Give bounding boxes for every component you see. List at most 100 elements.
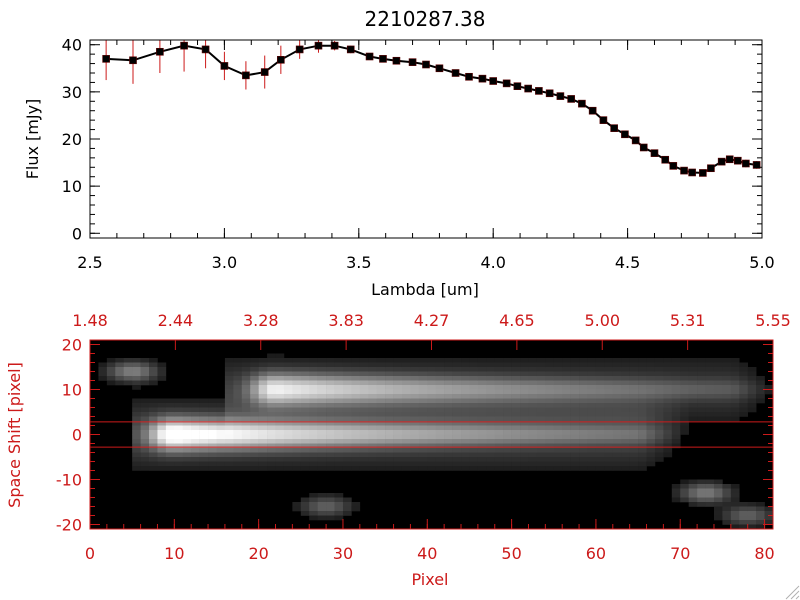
image-pixel xyxy=(132,380,141,386)
image-pixel xyxy=(469,385,479,390)
image-pixel xyxy=(477,376,487,381)
image-pixel xyxy=(182,457,192,462)
image-pixel xyxy=(612,367,622,372)
image-pixel xyxy=(427,430,437,435)
image-pixel xyxy=(545,439,555,444)
image-pixel xyxy=(401,416,411,422)
image-pixel xyxy=(461,430,470,435)
image-pixel xyxy=(520,376,529,381)
image-pixel xyxy=(579,403,588,408)
image-pixel xyxy=(680,488,689,494)
image-pixel xyxy=(342,502,352,507)
image-pixel xyxy=(309,367,318,372)
image-pixel xyxy=(165,421,175,426)
image-pixel xyxy=(393,439,403,444)
image-pixel xyxy=(258,430,268,435)
image-pixel xyxy=(292,376,302,381)
image-pixel xyxy=(595,371,605,377)
image-pixel xyxy=(477,358,487,363)
image-pixel xyxy=(503,403,512,408)
image-pixel xyxy=(275,403,285,408)
image-pixel xyxy=(351,367,361,372)
image-pixel xyxy=(461,461,470,467)
image-pixel xyxy=(595,385,605,390)
image-pixel xyxy=(224,380,234,386)
image-pixel xyxy=(385,452,394,458)
image-pixel xyxy=(359,434,369,440)
spectrum-series xyxy=(102,40,761,177)
image-pixel xyxy=(545,389,555,395)
image-pixel xyxy=(713,362,723,368)
image-pixel xyxy=(123,358,133,363)
image-pixel xyxy=(638,434,647,440)
image-pixel xyxy=(579,389,588,395)
image-pixel xyxy=(309,515,318,521)
image-pixel xyxy=(629,407,639,413)
image-pixel xyxy=(326,457,335,462)
image-pixel xyxy=(520,448,529,453)
image-pixel xyxy=(233,416,243,422)
image-pixel xyxy=(722,367,732,372)
image-pixel xyxy=(452,367,462,372)
image-pixel xyxy=(123,362,133,368)
image-pixel xyxy=(595,403,605,408)
image-pixel xyxy=(697,403,706,408)
image-pixel xyxy=(587,389,597,395)
image-pixel xyxy=(342,452,352,458)
image-pixel xyxy=(267,434,276,440)
image-pixel xyxy=(115,358,125,363)
image-pixel xyxy=(292,403,302,408)
image-pixel xyxy=(351,439,361,444)
image-pixel xyxy=(461,376,470,381)
image-pixel xyxy=(283,421,293,426)
image-pixel xyxy=(680,421,689,426)
image-pixel xyxy=(165,452,175,458)
image-pixel xyxy=(528,403,538,408)
image-pixel xyxy=(233,371,243,377)
image-pixel xyxy=(739,412,748,417)
image-pixel xyxy=(427,398,437,404)
data-point xyxy=(513,82,522,90)
image-pixel xyxy=(435,457,445,462)
image-pixel xyxy=(621,452,630,458)
image-pixel xyxy=(747,506,757,512)
image-pixel xyxy=(756,380,765,386)
image-pixel xyxy=(300,367,310,372)
image-pixel xyxy=(292,416,302,422)
image-pixel xyxy=(570,457,580,462)
image-pixel xyxy=(149,434,158,440)
image-pixel xyxy=(680,403,689,408)
data-point xyxy=(639,143,648,152)
image-pixel xyxy=(587,412,597,417)
image-pixel xyxy=(292,398,302,404)
image-pixel xyxy=(418,466,428,471)
image-pixel xyxy=(520,461,529,467)
image-pixel xyxy=(545,398,555,404)
image-pixel xyxy=(216,421,226,426)
image-pixel xyxy=(182,443,192,449)
image-pixel xyxy=(309,394,318,399)
image-pixel xyxy=(722,403,732,408)
image-pixel xyxy=(191,403,200,408)
image-pixel xyxy=(132,403,141,408)
image-pixel xyxy=(132,425,141,431)
image-pixel xyxy=(494,385,504,390)
image-pixel xyxy=(713,403,723,408)
image-pixel xyxy=(730,403,740,408)
image-pixel xyxy=(267,385,276,390)
image-pixel xyxy=(621,425,630,431)
image-pixel xyxy=(705,371,715,377)
image-pixel xyxy=(435,394,445,399)
image-pixel xyxy=(174,448,184,453)
image-pixel xyxy=(368,380,377,386)
image-pixel xyxy=(494,371,504,377)
image-pixel xyxy=(368,376,377,381)
image-pixel xyxy=(612,371,622,377)
resize-grip-icon[interactable] xyxy=(785,585,800,600)
image-pixel xyxy=(747,520,757,525)
image-pixel xyxy=(722,362,732,368)
image-pixel xyxy=(157,367,167,372)
image-pixel xyxy=(680,371,689,377)
data-point xyxy=(578,99,586,108)
image-pixel xyxy=(334,412,344,417)
